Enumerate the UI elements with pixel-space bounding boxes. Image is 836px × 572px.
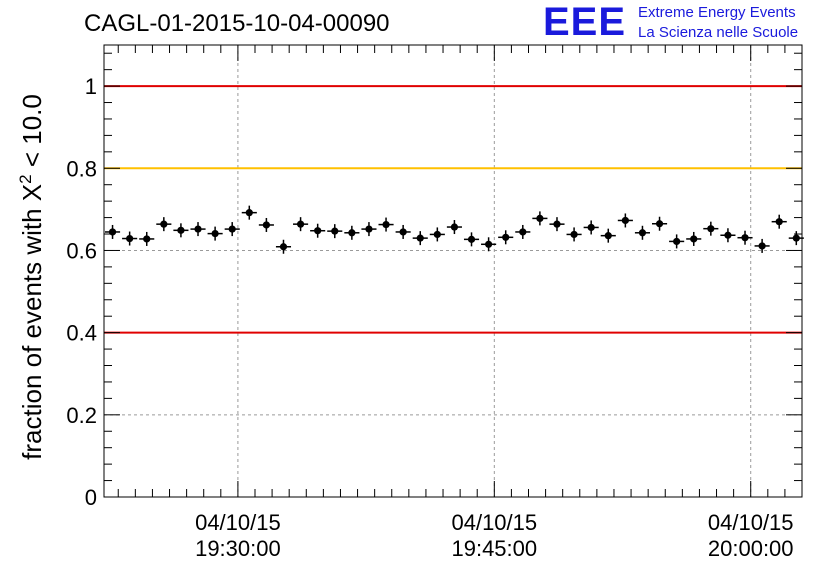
data-point [570, 230, 578, 239]
data-point [502, 233, 510, 241]
data-point [331, 227, 339, 235]
data-point [382, 220, 390, 229]
data-point [228, 225, 236, 233]
data-point [177, 226, 185, 234]
x-tick-label-date: 04/10/15 [195, 510, 281, 535]
data-point [279, 243, 288, 251]
data-point [621, 216, 629, 225]
y-tick-label: 0 [85, 485, 97, 510]
data-point [690, 235, 698, 243]
data-point [673, 237, 681, 246]
x-tick-label-time: 19:45:00 [451, 536, 537, 561]
data-point [433, 230, 441, 239]
data-point [587, 223, 595, 232]
data-point [314, 227, 322, 235]
data-point [553, 220, 561, 228]
data-point [211, 230, 219, 238]
y-axis-label: fraction of events with X2 < 10.0 [16, 94, 47, 460]
chart-title: CAGL-01-2015-10-04-00090 [84, 10, 390, 37]
data-point [194, 225, 202, 233]
data-point [262, 221, 270, 229]
data-point [416, 234, 424, 242]
data-point [536, 214, 544, 223]
data-point [108, 228, 117, 236]
eee-logo-mark: EEE [543, 0, 627, 44]
data-point [775, 218, 783, 226]
y-tick-label: 1 [85, 74, 97, 99]
y-tick-label: 0.6 [66, 238, 97, 263]
data-point [758, 242, 766, 250]
data-point [485, 240, 493, 248]
data-point [126, 234, 134, 243]
logo-line-2: La Scienza nelle Scuole [638, 24, 799, 41]
data-point [519, 228, 527, 236]
data-point [245, 209, 253, 217]
data-point [365, 225, 373, 233]
data-point [741, 234, 749, 242]
data-point [707, 225, 715, 233]
x-tick-label-time: 20:00:00 [708, 536, 794, 561]
y-tick-label: 0.8 [66, 156, 97, 181]
data-point [604, 232, 612, 240]
data-point [792, 234, 800, 242]
x-tick-label-time: 19:30:00 [195, 536, 281, 561]
data-point [655, 220, 664, 228]
data-point [296, 220, 305, 228]
y-tick-label: 0.4 [66, 321, 97, 346]
data-point [348, 229, 356, 237]
data-point [450, 223, 459, 231]
data-point [638, 229, 647, 237]
logo-line-1: Extreme Energy Events [638, 4, 796, 21]
x-tick-label-date: 04/10/15 [451, 510, 537, 535]
plot-frame [103, 44, 803, 498]
data-point [724, 231, 732, 239]
y-tick-label: 0.2 [66, 403, 97, 428]
data-point [160, 220, 168, 228]
x-tick-label-date: 04/10/15 [708, 510, 794, 535]
data-point [399, 228, 407, 236]
data-point [143, 235, 151, 243]
data-point [467, 235, 476, 243]
